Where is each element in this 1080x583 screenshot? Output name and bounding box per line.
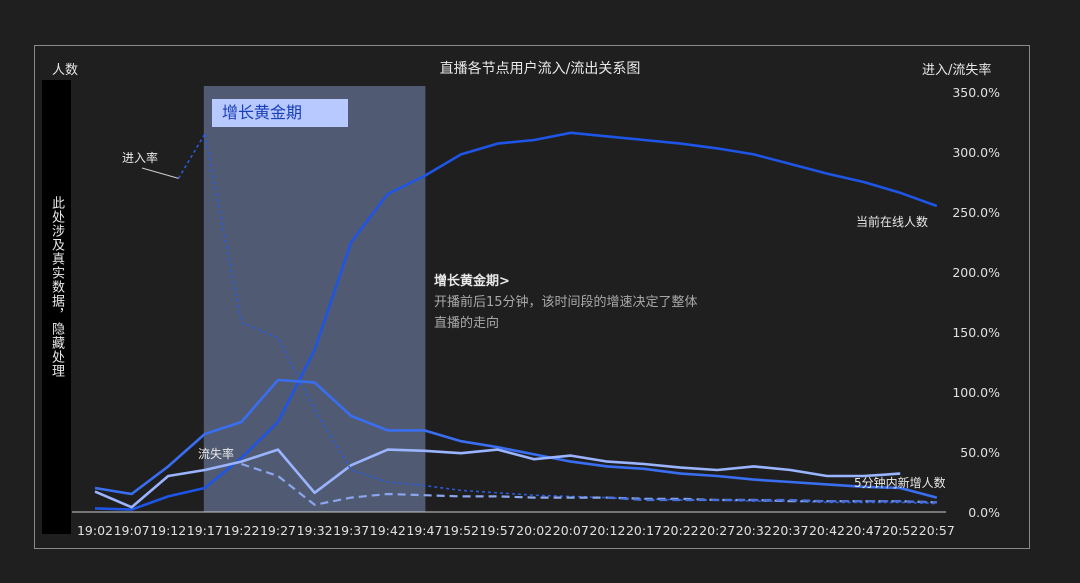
y-tick-label-right: 150.0% <box>952 325 1000 340</box>
y-tick-label-right: 50.0% <box>960 445 1000 460</box>
series-label-new5: 5分钟内新增人数 <box>854 476 946 490</box>
note-title: 增长黄金期> <box>434 274 510 289</box>
x-tick-label: 20:22 <box>663 523 699 538</box>
x-tick-label: 19:32 <box>297 523 333 538</box>
hidden-data-bar <box>42 80 71 534</box>
x-tick-label: 19:07 <box>114 523 150 538</box>
y-tick-label-right: 250.0% <box>952 205 1000 220</box>
x-tick-label: 19:22 <box>223 523 259 538</box>
x-tick-label: 19:27 <box>260 523 296 538</box>
hidden-data-note: 此处涉及真实数据，隐藏处理 <box>49 196 64 378</box>
note-line-2: 直播的走向 <box>434 316 500 331</box>
highlight-band <box>203 86 426 512</box>
note-line-1: 开播前后15分钟，该时间段的增速决定了整体 <box>434 295 698 310</box>
in-rate-label-leader <box>141 167 179 179</box>
y-tick-label-right: 200.0% <box>952 265 1000 280</box>
chart-title: 直播各节点用户流入/流出关系图 <box>439 61 641 77</box>
x-tick-label: 20:02 <box>516 523 552 538</box>
series-line-5 <box>607 496 937 504</box>
x-tick-label: 20:57 <box>919 523 955 538</box>
series-line-2 <box>94 448 901 509</box>
x-tick-label: 19:47 <box>406 523 442 538</box>
x-tick-label: 20:52 <box>882 523 918 538</box>
y-tick-label-right: 0.0% <box>968 505 1000 520</box>
highlight-band-label: 增长黄金期 <box>212 99 348 127</box>
x-tick-label: 19:52 <box>443 523 479 538</box>
x-tick-label: 20:47 <box>846 523 882 538</box>
series-label-online: 当前在线人数 <box>856 215 929 229</box>
x-tick-label: 19:57 <box>480 523 516 538</box>
x-tick-label: 19:42 <box>370 523 406 538</box>
series-line-1 <box>94 378 938 499</box>
left-axis-label: 人数 <box>52 63 79 78</box>
in-rate-annotation-line <box>177 133 206 179</box>
x-tick-label: 20:27 <box>699 523 735 538</box>
series-label-in-rate: 进入率 <box>122 151 159 165</box>
x-tick-label: 20:37 <box>772 523 808 538</box>
x-tick-label: 19:12 <box>150 523 186 538</box>
y-tick-label-right: 100.0% <box>952 385 1000 400</box>
y-tick-label-right: 300.0% <box>952 145 1000 160</box>
x-tick-label: 20:32 <box>736 523 772 538</box>
x-tick-label: 19:37 <box>333 523 369 538</box>
x-tick-label: 20:17 <box>626 523 662 538</box>
right-axis-label: 进入/流失率 <box>922 63 992 78</box>
chart-frame <box>34 45 1030 549</box>
y-tick-label-right: 350.0% <box>952 85 1000 100</box>
x-tick-label: 20:12 <box>589 523 625 538</box>
x-tick-label: 20:42 <box>809 523 845 538</box>
series-label-out-rate: 流失率 <box>198 447 235 461</box>
x-tick-label: 20:07 <box>553 523 589 538</box>
x-tick-label: 19:17 <box>187 523 223 538</box>
x-tick-label: 19:02 <box>77 523 113 538</box>
